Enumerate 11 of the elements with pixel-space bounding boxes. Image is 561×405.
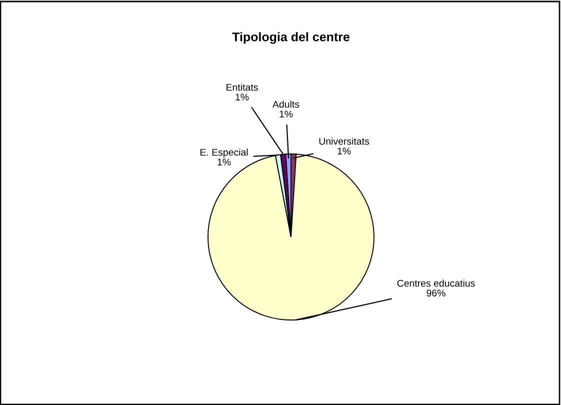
slice-label: Centres educatius xyxy=(397,280,475,287)
data-label: 1% xyxy=(218,158,231,166)
slice-label: Universitats xyxy=(319,138,370,145)
data-label: 1% xyxy=(236,94,249,100)
data-label: 1% xyxy=(338,148,351,154)
slice-label: Entitats xyxy=(226,84,258,91)
slice-label: Adults xyxy=(272,100,300,108)
chart-title: Tipologia del centre xyxy=(232,32,350,44)
data-label: 1% xyxy=(280,110,293,118)
slice-label: E. Especial xyxy=(200,148,248,158)
data-label: 96% xyxy=(426,290,446,296)
